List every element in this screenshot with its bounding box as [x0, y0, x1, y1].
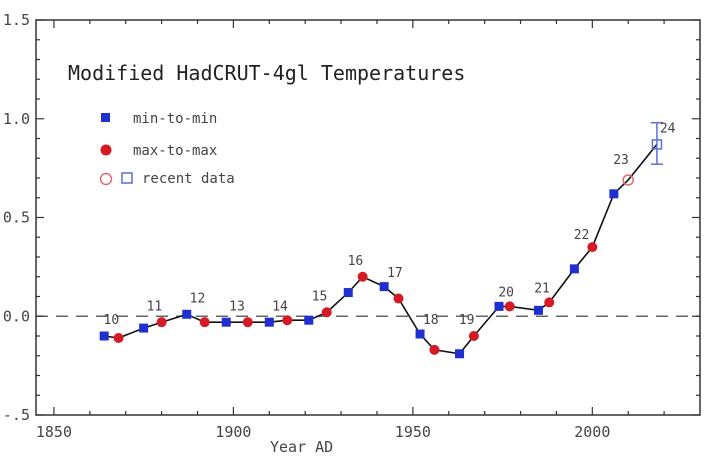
cycle-number-label: 12 [190, 291, 206, 306]
y-tick-label: 0.0 [3, 307, 30, 325]
cycle-number-label: 10 [104, 313, 120, 328]
min-to-min-point [379, 282, 389, 292]
max-to-max-point [544, 297, 555, 308]
cycle-number-label: 18 [423, 313, 439, 328]
cycle-number-label: 14 [272, 299, 288, 314]
legend-square-marker [101, 113, 110, 122]
legend: min-to-min max-to-max recent data [99, 111, 235, 187]
max-to-max-point [113, 332, 124, 343]
cycle-number-label: 20 [498, 286, 514, 301]
x-tick-label: 1900 [215, 423, 251, 441]
cycle-number-label: 13 [229, 299, 245, 314]
max-to-max-point [429, 344, 440, 355]
max-to-max-point [587, 242, 598, 253]
cycle-number-label: 21 [534, 282, 550, 297]
min-to-min-point [99, 331, 109, 341]
min-to-min-point [221, 317, 231, 327]
recent-data-point [622, 174, 634, 186]
min-to-min-point [343, 288, 353, 298]
cycle-number-label: 22 [574, 228, 590, 243]
chart-title: Modified HadCRUT-4gl Temperatures [68, 61, 465, 85]
x-tick-label: 2000 [574, 423, 610, 441]
x-tick-label: 1950 [395, 423, 431, 441]
min-to-min-point [609, 189, 619, 199]
min-to-min-point [494, 301, 504, 311]
x-tick-label: 1850 [36, 423, 72, 441]
legend-circle-marker [100, 144, 112, 156]
max-to-max-point [321, 307, 332, 318]
legend-label: min-to-min [133, 111, 217, 127]
max-to-max-point [393, 293, 404, 304]
cycle-number-label: 11 [147, 299, 163, 314]
cycle-number-label: 16 [348, 254, 364, 269]
x-axis-title: Year AD [270, 438, 333, 456]
max-to-max-point [156, 317, 167, 328]
legend-open-circle-marker [99, 172, 113, 186]
max-to-max-point [199, 317, 210, 328]
y-tick-label: -.5 [3, 406, 30, 424]
cycle-number-label: 24 [660, 122, 676, 137]
y-tick-label: 0.5 [3, 209, 30, 227]
cycle-number-label: 17 [387, 266, 403, 281]
min-to-min-point [569, 264, 579, 274]
y-tick-label: 1.5 [3, 11, 30, 29]
y-tick-label: 1.0 [3, 110, 30, 128]
max-to-max-point [357, 271, 368, 282]
min-to-min-point [264, 317, 274, 327]
max-to-max-point [242, 317, 253, 328]
legend-label: max-to-max [133, 143, 217, 159]
min-to-min-point [415, 329, 425, 339]
min-to-min-point [182, 309, 192, 319]
legend-open-square-marker [121, 172, 133, 184]
max-to-max-point [282, 315, 293, 326]
cycle-number-label: 23 [613, 153, 629, 168]
cycle-number-label: 19 [459, 313, 475, 328]
recent-data-point [651, 139, 663, 150]
max-to-max-point [504, 301, 515, 312]
min-to-min-point [533, 305, 543, 315]
min-to-min-point [139, 323, 149, 333]
cycle-number-label: 15 [312, 289, 328, 304]
min-to-min-point [304, 315, 314, 325]
max-to-max-point [468, 331, 479, 341]
min-to-min-point [455, 349, 465, 359]
legend-label: recent data [142, 171, 235, 187]
